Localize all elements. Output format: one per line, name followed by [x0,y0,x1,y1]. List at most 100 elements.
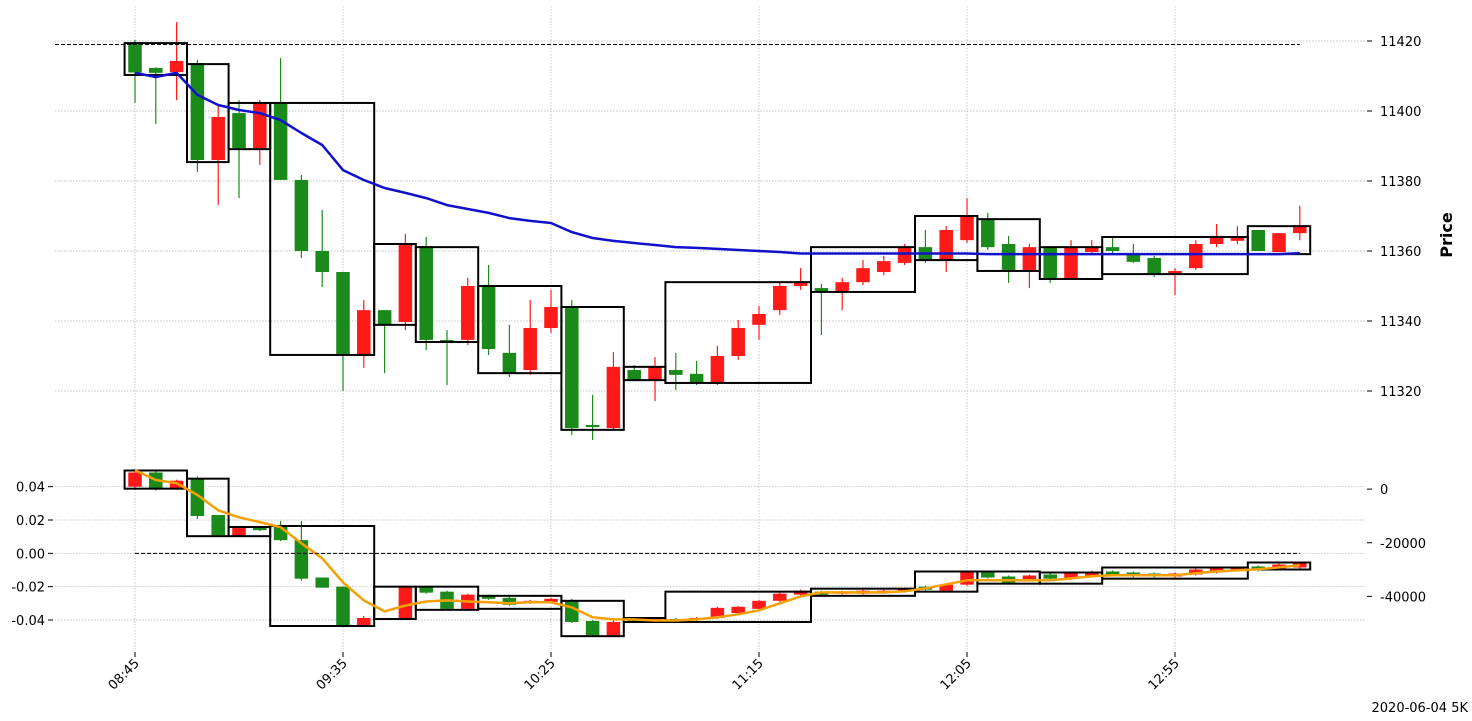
candle-body [1209,235,1224,244]
candle-body [273,527,288,541]
candle-body [544,598,558,602]
y-tick-label: 11360 [1380,245,1421,260]
range-box [123,42,188,76]
candle-body [294,540,309,579]
candle-body [1105,571,1120,575]
candle-body [1272,233,1286,253]
candle-body [169,480,184,489]
candle-body [419,586,433,593]
candle-body [232,113,246,149]
candle-body [960,572,974,585]
candle-body [648,366,662,381]
candle-body [273,102,288,180]
candle-body [981,571,995,578]
y-tick-label: 11420 [1380,35,1421,50]
candle-body [232,528,246,537]
range-box [1101,236,1249,276]
y2-tick-label: -20000 [1380,537,1426,552]
y-tick-label: 0.02 [16,514,45,529]
candle-body [1251,230,1265,251]
candle-body [544,307,558,328]
candle-body [190,63,205,160]
candle-body [128,43,142,73]
candle-body [565,307,579,429]
candle-body [731,606,745,613]
candle-body [1189,569,1203,575]
candle-body [336,272,350,355]
candle-body [1209,567,1224,573]
candle-body [835,282,849,292]
candle-body [1293,562,1307,568]
candle-body [461,286,475,340]
candle-body [1105,247,1120,251]
candle-body [585,424,600,428]
y-tick-label: 11400 [1380,105,1421,120]
candle-body [939,230,953,261]
candle-body [1043,247,1057,279]
candle-body [481,286,496,349]
candle-body [689,373,704,383]
candle-body [606,366,621,429]
y-tick-label: 11340 [1380,315,1421,330]
range-box [1246,561,1312,571]
candle-body [1022,575,1037,581]
y-tick-label: 11320 [1380,385,1421,400]
y-tick-label: 0.00 [16,547,45,562]
candle-body [357,310,371,355]
candle-body [315,577,329,588]
candle-body [398,586,413,619]
candle-body [419,246,433,340]
candle-body [253,527,267,531]
candle-body [877,261,891,272]
y2-tick-label: 0 [1380,483,1388,498]
range-box [810,246,916,293]
candle-body [1001,244,1016,270]
y-tick-label: -0.02 [11,581,45,596]
range-box [664,281,813,384]
candle-body [773,286,787,311]
candle-body [398,244,413,323]
candle-body [523,328,537,370]
candle-body [377,310,392,325]
candle-body [1064,247,1078,279]
candle-body [149,67,163,73]
candle-body [1022,247,1037,270]
candle-body [1043,574,1057,579]
range-box [269,525,376,627]
candle-body [752,314,766,325]
candle-body [1230,567,1245,571]
candle-body [710,356,725,383]
candle-body [981,219,995,248]
candle-body [1230,237,1245,241]
candle-body [211,515,225,536]
candle-body [336,586,350,625]
footer-annotation: 2020-06-04 5K [1372,701,1469,716]
candle-body [502,352,517,374]
average-line [134,468,1300,622]
range-box [269,101,376,356]
candle-body [315,251,329,272]
candle-body [606,622,621,636]
candle-body [1189,244,1203,269]
candle-body [897,247,912,263]
range-box [976,218,1041,272]
candle-body [752,600,766,609]
average-line [134,71,1300,256]
y-tick-label: -0.04 [11,614,45,629]
candle-body [565,600,579,622]
candle-body [481,595,496,599]
candle-body [669,370,683,375]
candle-body [856,268,870,283]
x-tick-label: 08:45 [106,656,143,693]
candle-body [627,370,641,381]
candle-body [169,60,184,73]
y-axis-label: Price [1437,212,1456,258]
candle-body [960,216,974,241]
candle-body [710,607,725,618]
y2-tick-label: -40000 [1380,590,1426,605]
candle-body [128,472,142,487]
y-tick-label: 11380 [1380,175,1421,190]
candle-body [939,584,953,591]
